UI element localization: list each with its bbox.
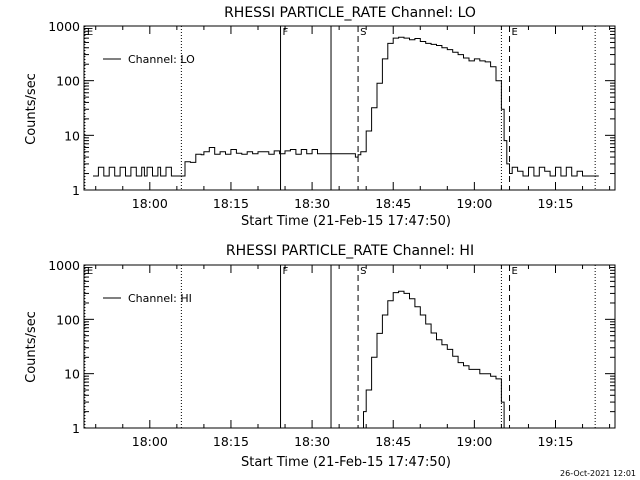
plot-frame bbox=[83, 264, 616, 429]
axes-group: 18:00 18:15 18:30 18:45 19:00 19:15 1 10 100 1000 bbox=[48, 258, 616, 449]
marker-label: E bbox=[512, 266, 518, 277]
x-axis-label: Start Time (21-Feb-15 17:47:50) bbox=[241, 455, 451, 470]
panel-lo: RHESSI PARTICLE_RATE Channel: LO Start T… bbox=[24, 5, 616, 229]
y-tick-label: 1 bbox=[72, 183, 80, 198]
legend-label: Channel: HI bbox=[128, 292, 192, 305]
x-tick-label: 18:15 bbox=[213, 434, 249, 449]
x-tick-label: 19:00 bbox=[456, 196, 492, 211]
x-tick-label: 19:15 bbox=[537, 434, 573, 449]
marker-label: E bbox=[512, 27, 518, 38]
marker-label: E bbox=[87, 266, 93, 277]
y-axis-label: Counts/sec bbox=[24, 73, 39, 145]
series-line bbox=[359, 290, 505, 429]
series-group bbox=[359, 290, 505, 429]
legend-label: Channel: LO bbox=[128, 53, 195, 66]
y-axis-label: Counts/sec bbox=[24, 311, 39, 383]
y-tick-label: 1000 bbox=[48, 19, 80, 34]
x-tick-label: 18:30 bbox=[294, 434, 330, 449]
marker-label: S bbox=[360, 266, 366, 277]
x-tick-label: 19:15 bbox=[537, 196, 573, 211]
marker-label: F bbox=[283, 27, 289, 38]
x-axis-label: Start Time (21-Feb-15 17:47:50) bbox=[241, 214, 451, 229]
axes-group: 18:00 18:15 18:30 18:45 19:00 19:15 1 10 100 1000 bbox=[48, 19, 616, 211]
x-tick-label: 18:45 bbox=[375, 196, 411, 211]
x-tick-label: 18:45 bbox=[375, 434, 411, 449]
legend: Channel: HI bbox=[103, 292, 192, 305]
marker-label: S bbox=[360, 27, 366, 38]
panel-hi: RHESSI PARTICLE_RATE Channel: HI Start T… bbox=[24, 243, 616, 470]
chart-title: RHESSI PARTICLE_RATE Channel: HI bbox=[226, 243, 474, 259]
x-tick-label: 18:00 bbox=[132, 196, 168, 211]
y-tick-label: 10 bbox=[64, 128, 80, 143]
x-tick-label: 18:30 bbox=[294, 196, 330, 211]
x-tick-label: 18:00 bbox=[132, 434, 168, 449]
y-tick-label: 1 bbox=[72, 421, 80, 436]
timestamp-stamp: 26-Oct-2021 12:01 bbox=[560, 469, 636, 478]
y-tick-label: 1000 bbox=[48, 258, 80, 273]
legend: Channel: LO bbox=[103, 53, 195, 66]
series-group bbox=[93, 36, 599, 177]
y-tick-label: 100 bbox=[56, 312, 80, 327]
plot-frame bbox=[83, 25, 616, 191]
marker-label: F bbox=[283, 266, 289, 277]
x-tick-label: 19:00 bbox=[456, 434, 492, 449]
y-tick-label: 100 bbox=[56, 74, 80, 89]
series-line bbox=[93, 36, 599, 177]
marker-label: E bbox=[87, 27, 93, 38]
x-tick-label: 18:15 bbox=[213, 196, 249, 211]
y-tick-label: 10 bbox=[64, 367, 80, 382]
chart-title: RHESSI PARTICLE_RATE Channel: LO bbox=[224, 5, 476, 21]
